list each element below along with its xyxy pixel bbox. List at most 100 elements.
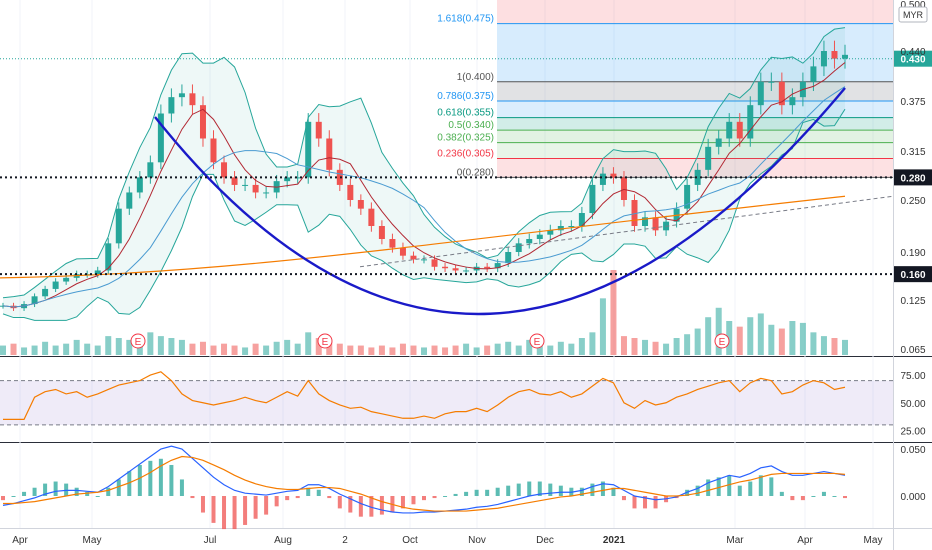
candle-body xyxy=(42,288,49,297)
candle-body xyxy=(94,270,101,275)
volume-bar xyxy=(642,339,649,355)
price-axis[interactable] xyxy=(893,0,932,528)
price-tick-label: 0.315 xyxy=(900,147,925,158)
volume-bar xyxy=(115,338,122,355)
volume-bar xyxy=(747,317,754,355)
cup-curve[interactable] xyxy=(154,87,846,316)
candle-body xyxy=(410,255,417,260)
volume-bar xyxy=(252,343,259,355)
trendline[interactable] xyxy=(359,195,894,268)
time-tick-label: Apr xyxy=(12,535,28,546)
volume-bar xyxy=(189,343,196,355)
time-tick-label: 2 xyxy=(342,535,348,546)
fib-zone xyxy=(497,81,893,101)
macd-histogram-bar xyxy=(148,460,153,496)
earnings-marker[interactable] xyxy=(317,333,333,349)
cup-pattern-curve[interactable] xyxy=(154,87,846,316)
macd-histogram-bar xyxy=(200,496,205,513)
rsi-panel[interactable] xyxy=(0,358,893,442)
horizontal-levels[interactable]: 0.280 0.160 0.430 xyxy=(0,50,932,283)
macd-signal-line xyxy=(3,455,846,512)
candle-body xyxy=(31,296,38,305)
rsi-tick-label: 50.00 xyxy=(900,399,925,410)
volume-bar xyxy=(442,347,449,355)
macd-histogram-bar xyxy=(727,475,732,496)
price-tick-label: 0.375 xyxy=(900,97,925,108)
candle-body xyxy=(210,138,217,163)
volume-bar xyxy=(10,343,17,355)
earnings-marker-label: E xyxy=(135,337,142,348)
macd-histogram-bar xyxy=(95,496,100,497)
volume-bar xyxy=(726,321,733,355)
fib-level-label: 0(0.280) xyxy=(457,167,494,178)
earnings-marker[interactable] xyxy=(130,333,146,349)
fibonacci-retracement[interactable]: 1.618(0.475) 1(0.400) 0.786(0.375) 0.618(0.… xyxy=(437,0,893,178)
candle-body xyxy=(263,192,270,194)
macd-histogram-bar xyxy=(695,485,700,496)
time-tick-label: Dec xyxy=(536,535,554,546)
macd-tick-label: 0.050 xyxy=(900,445,925,456)
macd-histogram-bar xyxy=(22,491,27,496)
fib-level-label: 0.236(0.305) xyxy=(437,149,494,160)
last-price-tag xyxy=(894,50,932,67)
volume-bar xyxy=(736,326,743,355)
macd-histogram-bar xyxy=(253,496,258,519)
volume-bar xyxy=(326,341,333,355)
macd-histogram-bar xyxy=(485,489,490,496)
macd-histogram-bar xyxy=(137,464,142,496)
macd-histogram-bar xyxy=(211,496,216,523)
volume-bar xyxy=(157,336,164,355)
macd-histogram-bar xyxy=(379,496,384,515)
macd-histogram-bar xyxy=(800,496,805,501)
price-tick-label: 0.500 xyxy=(900,0,925,11)
macd-histogram-bar xyxy=(158,458,163,496)
macd-tick-label: 0.000 xyxy=(900,492,925,503)
volume-bar xyxy=(210,345,217,355)
time-tick-label: Oct xyxy=(402,535,418,546)
volume-bar xyxy=(799,322,806,355)
candle-body xyxy=(157,113,164,163)
candle-body xyxy=(105,243,112,271)
candle-body xyxy=(747,105,754,139)
currency-badge[interactable]: MYR xyxy=(898,6,928,23)
volume-bar xyxy=(336,343,343,355)
macd-histogram-bar xyxy=(32,487,37,496)
macd-histogram-bar xyxy=(716,477,721,496)
candle-body xyxy=(178,93,185,98)
macd-histogram-bar xyxy=(432,496,437,499)
volume-bar xyxy=(715,307,722,355)
macd-histogram-bar xyxy=(737,485,742,496)
time-tick-label: May xyxy=(864,535,883,546)
earnings-marker[interactable] xyxy=(529,333,545,349)
candle-body xyxy=(126,192,133,209)
macd-histogram-bar xyxy=(537,481,542,496)
candle-body xyxy=(326,138,333,170)
earnings-marker[interactable] xyxy=(714,333,730,349)
moving-averages xyxy=(0,62,894,308)
volume-bar xyxy=(663,343,670,355)
macd-histogram-bar xyxy=(632,496,637,509)
volume-bar xyxy=(368,347,375,355)
macd-histogram-bar xyxy=(43,483,48,496)
volume-bar xyxy=(568,343,575,355)
macd-histogram-bar xyxy=(548,483,553,496)
time-axis[interactable] xyxy=(0,528,893,550)
last-price-label: 0.430 xyxy=(900,55,925,66)
macd-histogram-bar xyxy=(600,481,605,496)
macd-histogram-bar xyxy=(769,477,774,496)
macd-histogram-bar xyxy=(264,496,269,515)
bollinger-fill xyxy=(3,27,845,321)
macd-histogram-bar xyxy=(179,479,184,496)
moving-average-short xyxy=(2,62,846,308)
macd-histogram-bar xyxy=(495,487,500,496)
price-axis-labels: 0.500 0.440 0.375 0.315 0.250 0.190 0.125 0.065… xyxy=(900,0,925,503)
volume-bar xyxy=(315,338,322,355)
candle-body xyxy=(726,121,733,139)
candle-body xyxy=(568,226,575,227)
candle-body xyxy=(515,243,522,252)
macd-histogram-bar xyxy=(643,496,648,509)
candle-body xyxy=(631,200,638,226)
volume-bar xyxy=(378,345,385,355)
